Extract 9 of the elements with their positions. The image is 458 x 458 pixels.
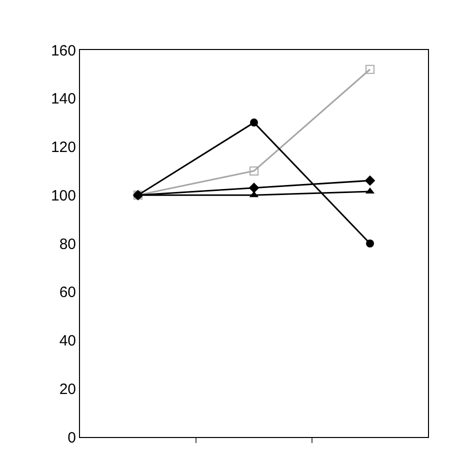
y-tick-label: 140 [50, 90, 76, 108]
y-tick-label: 160 [50, 42, 76, 60]
y-tick-label: 120 [50, 139, 76, 156]
y-tick-label: 20 [59, 380, 76, 398]
y-tick-label: 40 [59, 332, 76, 350]
y-tick-label: 100 [50, 187, 76, 204]
y-tick-label: 60 [59, 284, 76, 302]
y-tick-label: 80 [59, 236, 76, 253]
y-tick-label: 0 [68, 429, 76, 446]
